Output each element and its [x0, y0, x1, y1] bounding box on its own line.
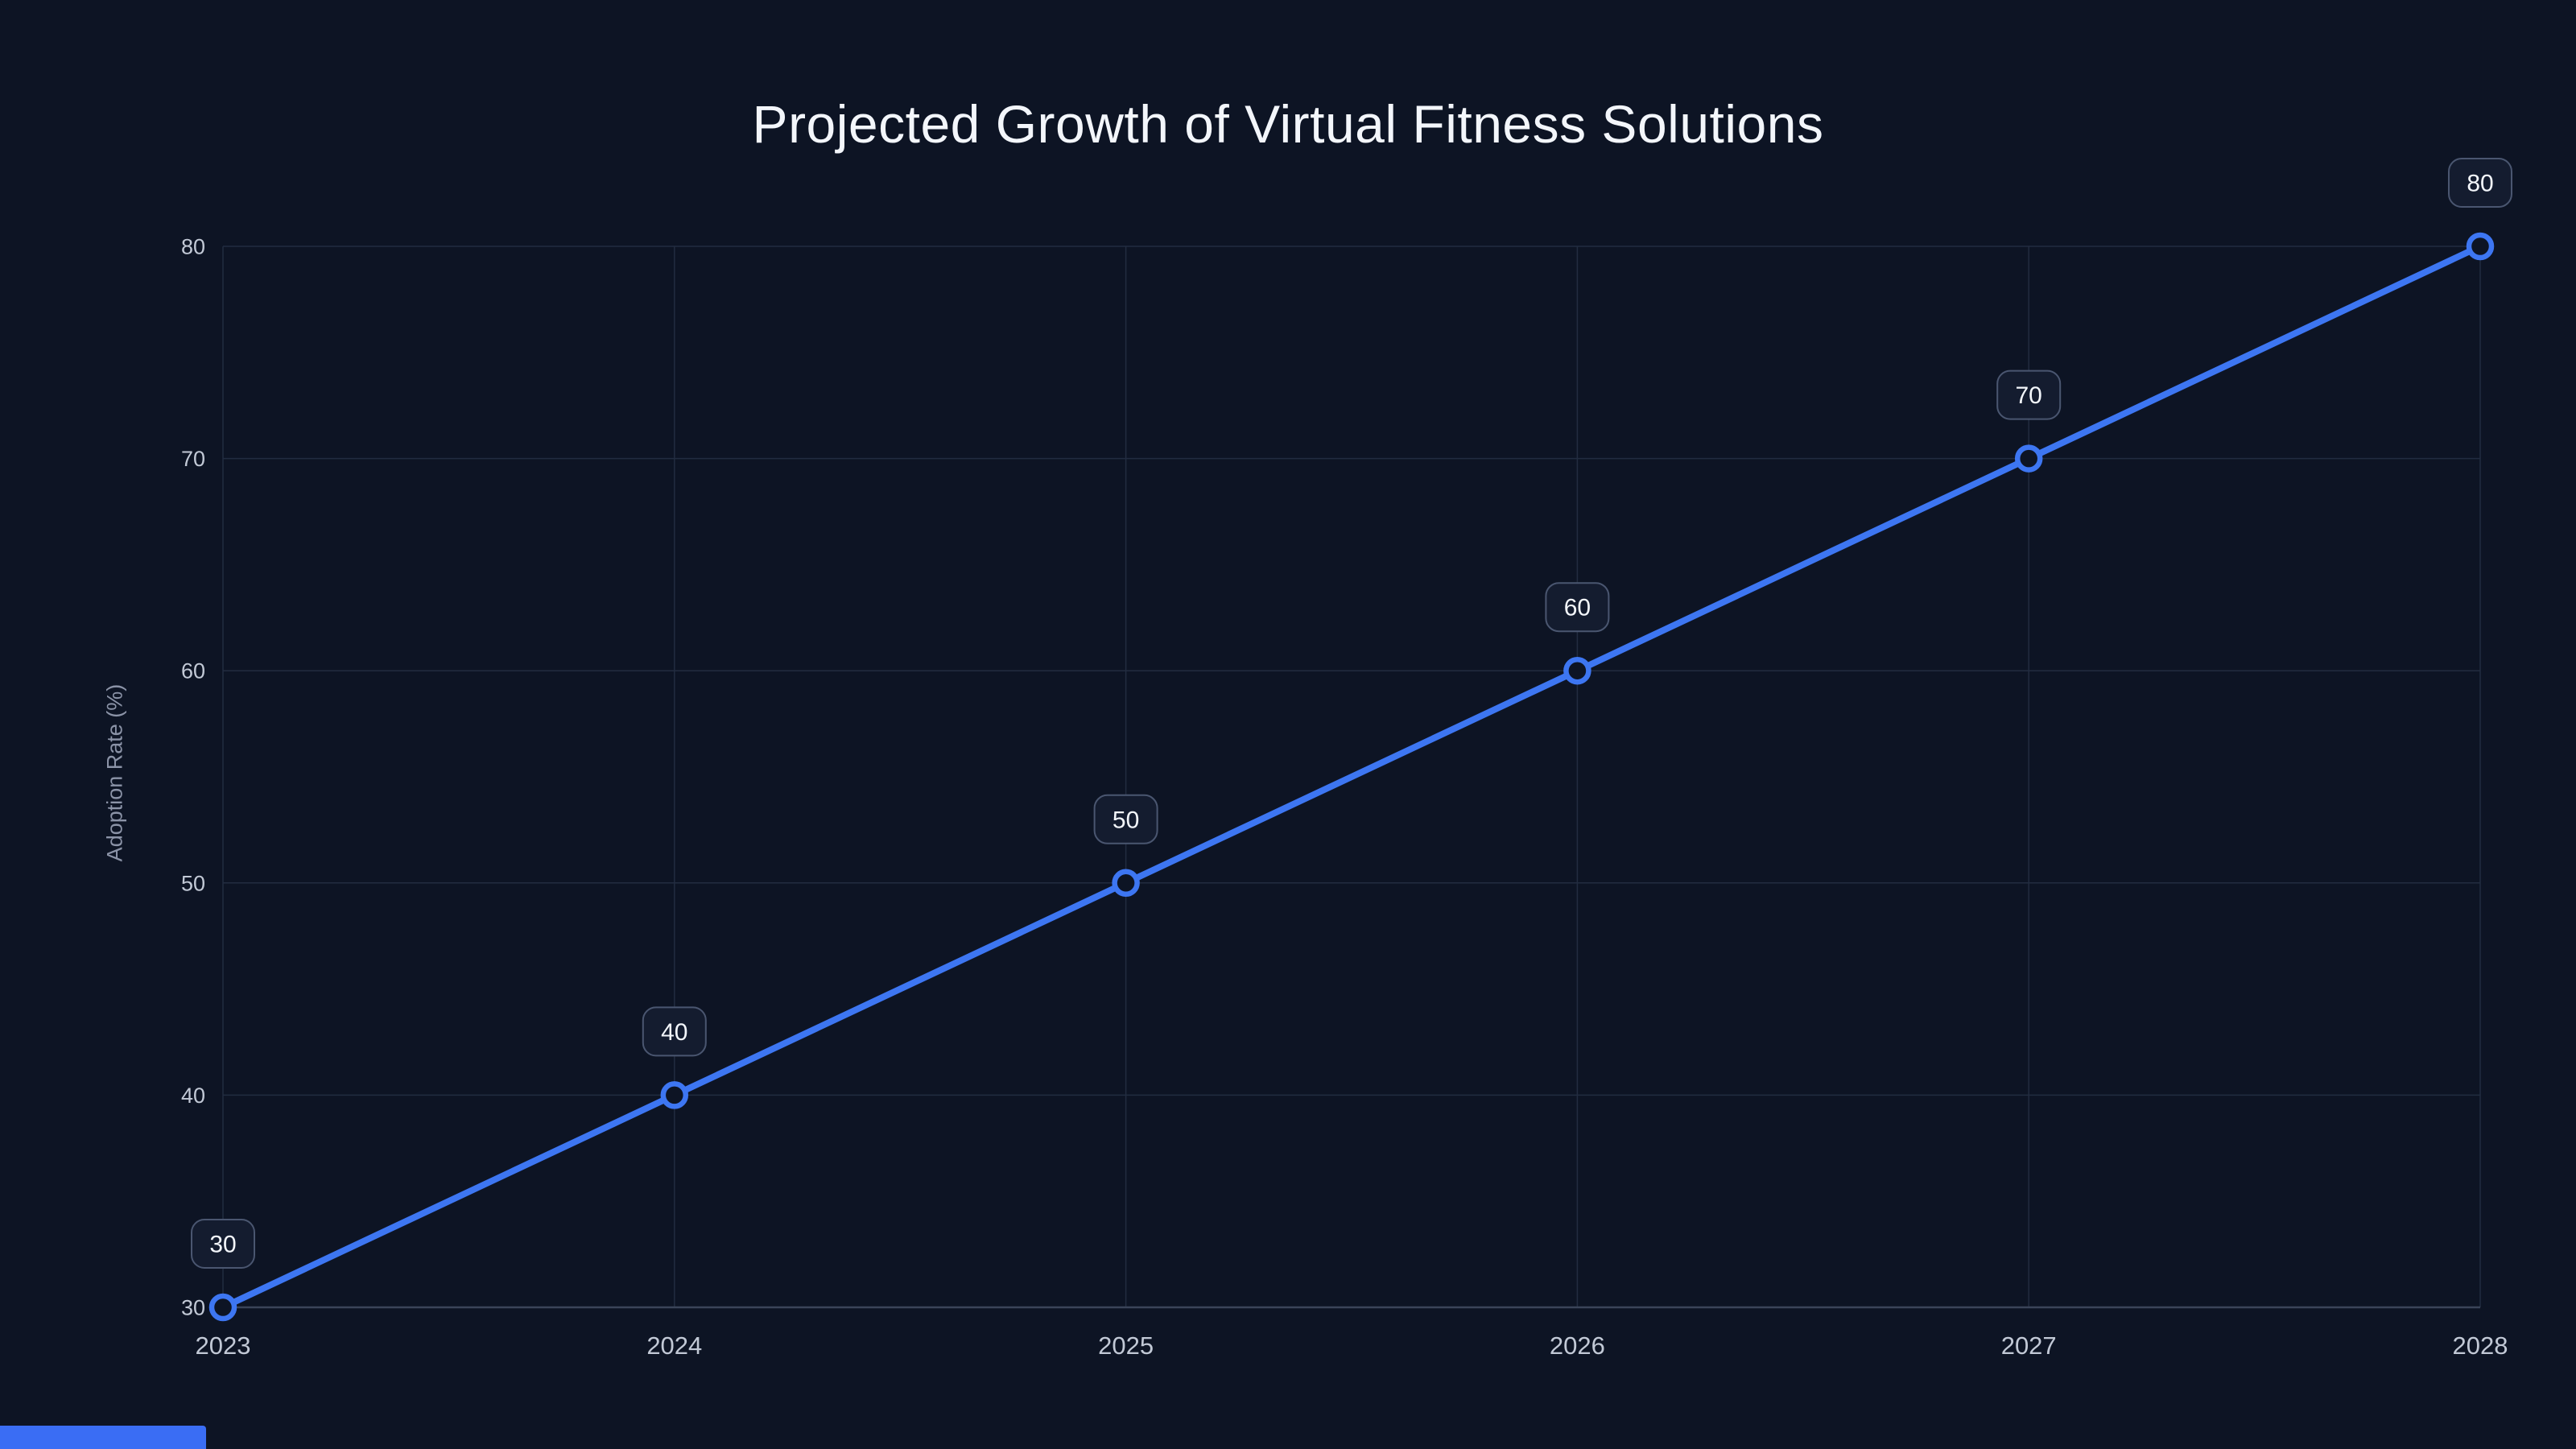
y-tick-label: 60: [181, 659, 205, 683]
series-line: [220, 243, 2483, 1311]
data-point-marker: [2466, 232, 2495, 261]
x-tick-label: 2027: [2001, 1331, 2057, 1360]
x-tick-label: 2026: [1550, 1331, 1605, 1360]
data-point-marker: [208, 1293, 237, 1322]
y-tick-label: 70: [181, 447, 205, 471]
data-point-marker: [660, 1081, 689, 1109]
point-label-badge: [191, 1219, 255, 1269]
chart-title: Projected Growth of Virtual Fitness Solu…: [752, 94, 1824, 154]
point-label: 50: [1113, 807, 1139, 833]
point-label-badge: [1545, 582, 1610, 633]
point-label: 60: [1564, 595, 1591, 621]
point-label-badge: [642, 1006, 707, 1057]
point-label-badge: [2448, 158, 2512, 208]
y-tick-label: 50: [181, 871, 205, 895]
x-tick-label: 2024: [646, 1331, 702, 1360]
point-label: 30: [209, 1232, 236, 1258]
data-point-marker: [1563, 656, 1591, 685]
x-tick-label: 2025: [1098, 1331, 1154, 1360]
y-tick-label: 40: [181, 1084, 205, 1108]
point-label-badge: [1996, 369, 2062, 420]
y-tick-label: 80: [181, 234, 205, 258]
point-label-badge: [1093, 794, 1158, 844]
y-axis-title: Adoption Rate (%): [102, 683, 127, 862]
x-tick-label: 2023: [196, 1331, 251, 1360]
bottom-accent-bar: [0, 1426, 206, 1449]
y-tick-label: 30: [181, 1295, 205, 1319]
data-point-marker: [1112, 869, 1140, 898]
point-label: 70: [2016, 382, 2042, 409]
point-label: 40: [661, 1019, 687, 1046]
data-point-marker: [2014, 444, 2043, 473]
x-tick-label: 2028: [2453, 1331, 2508, 1360]
point-label: 80: [2467, 171, 2493, 197]
